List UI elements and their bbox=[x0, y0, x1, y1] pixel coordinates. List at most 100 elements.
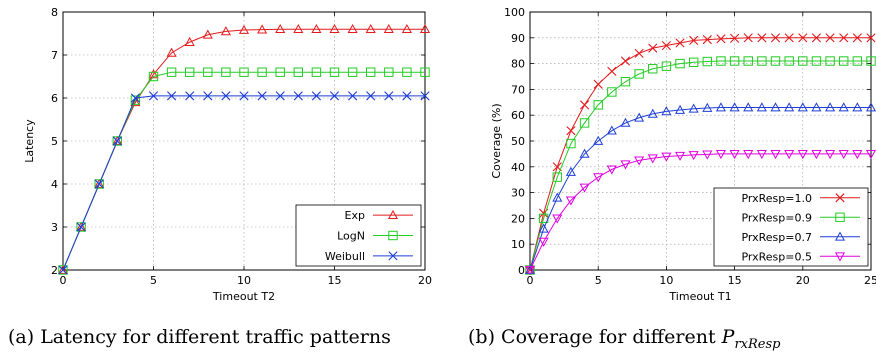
y-tick-label: 40 bbox=[511, 161, 525, 174]
data-point bbox=[257, 91, 267, 101]
data-point bbox=[715, 150, 727, 160]
data-point bbox=[579, 148, 590, 158]
data-point bbox=[311, 67, 322, 77]
y-tick-label: 8 bbox=[51, 6, 58, 19]
legend-label: PrxResp=1.0 bbox=[741, 192, 812, 205]
caption-b: (b) Coverage for different PrxResp bbox=[468, 326, 780, 352]
data-point bbox=[329, 23, 340, 34]
data-point bbox=[702, 35, 712, 45]
data-point bbox=[634, 69, 644, 79]
data-point bbox=[238, 24, 250, 34]
data-point bbox=[420, 67, 430, 77]
data-point bbox=[275, 23, 286, 34]
data-point bbox=[661, 40, 671, 51]
data-point bbox=[593, 173, 604, 183]
data-point bbox=[756, 150, 767, 160]
data-point bbox=[702, 56, 713, 67]
legend: Exp LogN Weibull bbox=[295, 204, 422, 267]
series-line-1 bbox=[529, 37, 871, 271]
data-point bbox=[688, 151, 699, 161]
y-axis-label: Coverage (%) bbox=[490, 103, 503, 178]
data-point bbox=[566, 138, 576, 149]
y-tick-label: 2 bbox=[51, 264, 58, 277]
data-point bbox=[579, 118, 590, 128]
legend-label: Exp bbox=[345, 209, 365, 222]
legend-marker bbox=[388, 230, 398, 241]
data-point bbox=[852, 56, 863, 66]
legend-label: PrxResp=0.9 bbox=[741, 211, 812, 224]
data-point bbox=[825, 56, 835, 66]
data-point bbox=[257, 24, 268, 34]
x-tick-label: 5 bbox=[150, 274, 157, 287]
data-point bbox=[329, 91, 340, 101]
x-tick-label: 5 bbox=[595, 274, 602, 287]
x-tick-label: 20 bbox=[418, 274, 432, 287]
x-tick-label: 20 bbox=[796, 274, 810, 287]
y-tick-label: 6 bbox=[51, 92, 58, 105]
data-point bbox=[57, 264, 69, 274]
data-point bbox=[757, 56, 767, 66]
legend-marker bbox=[388, 251, 398, 261]
y-tick-label: 5 bbox=[51, 135, 58, 148]
data-point bbox=[148, 71, 159, 82]
x-axis-label: Timeout T2 bbox=[212, 290, 275, 303]
data-point bbox=[239, 91, 249, 101]
data-point bbox=[770, 150, 781, 160]
data-point bbox=[76, 221, 87, 231]
data-point bbox=[347, 67, 358, 77]
data-point bbox=[716, 56, 726, 66]
data-point bbox=[729, 56, 740, 66]
data-point bbox=[838, 102, 849, 112]
data-point bbox=[798, 33, 808, 43]
data-point bbox=[852, 102, 863, 112]
y-tick-label: 10 bbox=[511, 238, 525, 251]
caption-b-subscript: rxResp bbox=[734, 336, 781, 352]
data-point bbox=[419, 23, 431, 34]
data-point bbox=[148, 69, 159, 79]
y-tick-label: 90 bbox=[511, 32, 525, 45]
data-point bbox=[797, 150, 808, 160]
data-point bbox=[674, 151, 686, 161]
caption-a: (a) Latency for different traffic patter… bbox=[8, 326, 391, 348]
data-point bbox=[366, 91, 376, 101]
data-point bbox=[716, 34, 726, 44]
data-point bbox=[866, 56, 876, 66]
data-point bbox=[852, 33, 862, 43]
data-point bbox=[275, 91, 285, 101]
y-tick-label: 30 bbox=[511, 187, 525, 200]
legend-marker bbox=[834, 252, 846, 262]
legend: PrxResp=1.0 PrxResp=0.9 PrxResp=0.7 PrxResp… bbox=[713, 187, 869, 267]
data-point bbox=[648, 43, 658, 53]
data-point bbox=[702, 150, 713, 160]
data-point bbox=[112, 135, 123, 145]
data-point bbox=[838, 150, 849, 160]
data-point bbox=[130, 95, 141, 105]
data-point bbox=[293, 23, 304, 34]
data-point bbox=[620, 117, 631, 127]
data-point bbox=[130, 93, 140, 103]
data-point bbox=[811, 56, 822, 66]
data-point bbox=[565, 166, 576, 176]
legend-marker bbox=[834, 231, 846, 241]
data-point bbox=[184, 36, 195, 46]
data-point bbox=[743, 150, 754, 160]
data-point bbox=[167, 91, 177, 101]
data-point bbox=[566, 126, 576, 136]
data-point bbox=[688, 103, 699, 113]
data-point bbox=[383, 23, 394, 34]
data-point bbox=[647, 154, 658, 164]
data-point bbox=[593, 100, 603, 110]
data-point bbox=[401, 23, 412, 34]
x-tick-label: 25 bbox=[864, 274, 876, 287]
x-axis-label: Timeout T1 bbox=[668, 290, 731, 303]
data-point bbox=[203, 91, 213, 101]
data-point bbox=[606, 165, 617, 175]
data-point bbox=[148, 91, 159, 101]
y-tick-label: 3 bbox=[51, 221, 58, 234]
x-tick-label: 0 bbox=[60, 274, 67, 287]
data-point bbox=[239, 67, 249, 77]
data-point bbox=[784, 33, 794, 43]
data-point bbox=[112, 136, 122, 146]
data-point bbox=[620, 56, 631, 66]
